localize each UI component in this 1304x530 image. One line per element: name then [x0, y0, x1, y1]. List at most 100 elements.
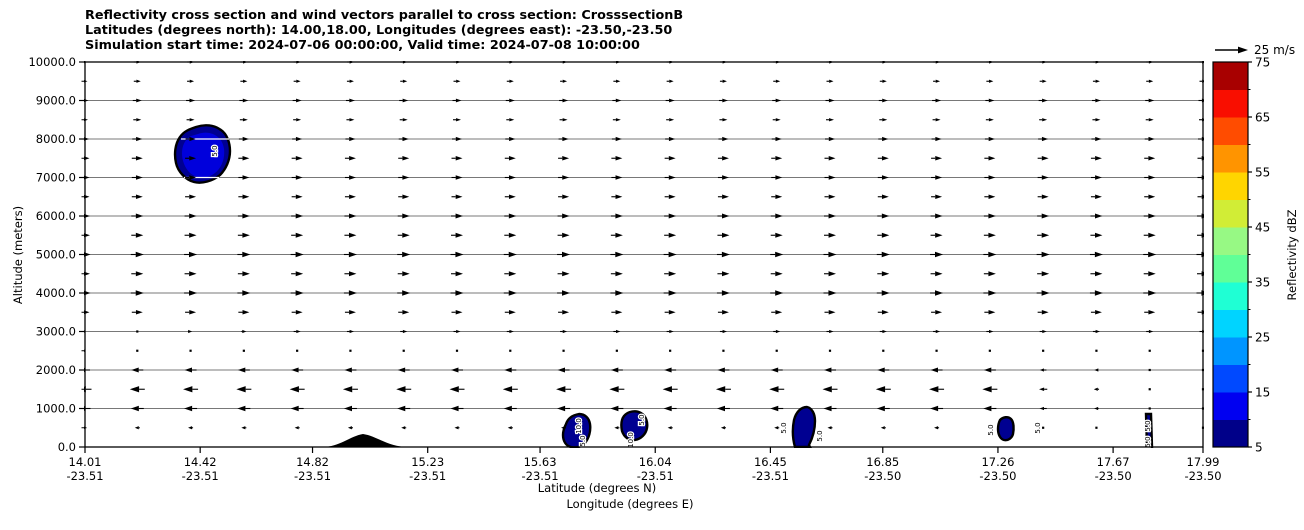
- wind-arrow-head: [775, 118, 781, 122]
- wind-arrow-head: [295, 251, 304, 258]
- wind-arrow-head: [668, 251, 677, 258]
- wind-arrow-head: [242, 232, 250, 238]
- wind-arrow-head: [721, 271, 730, 277]
- wind-arrow-head: [669, 98, 675, 103]
- wind-arrow-head: [242, 194, 250, 200]
- wind-arrow-head: [721, 290, 730, 296]
- colorbar-band: [1213, 227, 1248, 255]
- wind-arrow-head: [722, 98, 728, 103]
- wind-arrow-head: [610, 367, 619, 373]
- wind-arrow-head: [509, 79, 514, 83]
- wind-arrow-head: [237, 367, 246, 373]
- wind-arrow-head: [827, 426, 832, 430]
- colorbar-tick-label: 15: [1255, 386, 1270, 400]
- colorbar-tick-label: 35: [1255, 276, 1270, 290]
- wind-arrow-head: [455, 175, 463, 180]
- wind-arrow-head: [402, 271, 410, 277]
- wind-dot: [242, 349, 245, 352]
- wind-arrow-head: [349, 155, 356, 161]
- wind-arrow-head: [456, 79, 461, 83]
- colorbar-tick-label: 55: [1255, 166, 1270, 180]
- wind-arrow-head: [1041, 155, 1049, 161]
- wind-arrow-head: [722, 155, 729, 161]
- wind-dot: [189, 349, 192, 352]
- wind-arrow-head: [881, 175, 889, 180]
- wind-arrow-head: [988, 309, 996, 315]
- wind-arrow-head: [1148, 98, 1155, 103]
- wind-arrow-head: [828, 251, 837, 258]
- wind-arrow-head: [667, 426, 672, 430]
- wind-arrow-head: [668, 136, 676, 142]
- wind-arrow-head: [935, 232, 943, 238]
- wind-arrow-head: [508, 309, 516, 315]
- wind-arrow-head: [455, 232, 463, 238]
- wind-arrow-head: [136, 136, 143, 142]
- wind-arrow-head: [562, 98, 569, 103]
- colorbar-band: [1213, 117, 1248, 145]
- wind-arrow-head: [935, 271, 943, 277]
- wind-arrow-head: [189, 118, 195, 122]
- wind-arrow-head: [721, 251, 730, 258]
- wind-dot: [1148, 407, 1151, 410]
- wind-arrow-head: [988, 271, 996, 277]
- y-tick-label: 5000.0: [36, 248, 76, 262]
- wind-arrow-head: [823, 405, 832, 412]
- wind-arrow-head: [668, 194, 676, 200]
- wind-arrow-head: [503, 405, 512, 412]
- wind-arrow-head: [295, 155, 303, 161]
- wind-arrow-head: [502, 386, 513, 393]
- wind-arrow-head: [989, 79, 994, 83]
- colorbar-band: [1213, 172, 1248, 200]
- wind-arrow-head: [347, 426, 352, 430]
- wind-arrow-head: [242, 271, 250, 277]
- wind-arrow-head: [722, 118, 728, 122]
- wind-dot: [296, 349, 299, 352]
- wind-arrow-head: [348, 271, 357, 277]
- wind-arrow-head: [930, 367, 939, 373]
- reflectivity-contours: [173, 124, 1154, 448]
- wind-arrow-head: [1094, 251, 1103, 258]
- wind-arrow-head: [296, 79, 301, 83]
- wind-arrow-head: [669, 118, 675, 122]
- wind-dot: [1095, 426, 1098, 429]
- wind-arrow-head: [1148, 118, 1154, 122]
- wind-arrow-head: [402, 155, 410, 161]
- wind-arrow-head: [722, 79, 727, 83]
- wind-arrow-head: [455, 155, 463, 161]
- wind-arrow-head: [668, 290, 677, 296]
- wind-dot: [136, 349, 139, 352]
- chart-title-line-2: Latitudes (degrees north): 14.00,18.00, …: [85, 23, 672, 38]
- wind-arrow-head: [828, 175, 836, 180]
- wind-arrow-head: [508, 290, 517, 296]
- x-tick-label-lat: 17.26: [981, 455, 1014, 469]
- wind-arrow-head: [401, 426, 406, 430]
- wind-arrow-head: [183, 386, 193, 393]
- colorbar-band: [1213, 282, 1248, 310]
- wind-arrow-head: [935, 175, 943, 180]
- wind-arrow-head: [1148, 175, 1156, 180]
- wind-arrow-head: [775, 175, 783, 180]
- y-tick-label: 0.0: [58, 440, 76, 454]
- wind-arrow-head: [397, 367, 406, 373]
- wind-arrow-head: [668, 309, 676, 315]
- wind-arrow-head: [1094, 406, 1099, 411]
- wind-arrow-head: [610, 405, 619, 412]
- wind-arrow-head: [876, 405, 885, 412]
- wind-arrow-head: [348, 290, 357, 296]
- wind-arrow-head: [722, 194, 729, 200]
- wind-arrow-head: [668, 155, 676, 161]
- wind-dot: [828, 349, 832, 352]
- contour-label: 5.0: [1144, 436, 1152, 447]
- chart-title-line-3: Simulation start time: 2024-07-06 00:00:…: [85, 38, 640, 53]
- wind-arrow-head: [775, 271, 783, 277]
- wind-arrow-head: [295, 232, 304, 238]
- wind-arrow-head: [1041, 290, 1050, 296]
- wind-arrow-head: [775, 98, 782, 103]
- wind-arrow-head: [1148, 194, 1156, 200]
- wind-arrow-head: [720, 426, 725, 430]
- contour-label: 5.0: [579, 435, 587, 446]
- wind-arrow-head: [668, 232, 677, 238]
- wind-key-label: 25 m/s: [1254, 43, 1295, 57]
